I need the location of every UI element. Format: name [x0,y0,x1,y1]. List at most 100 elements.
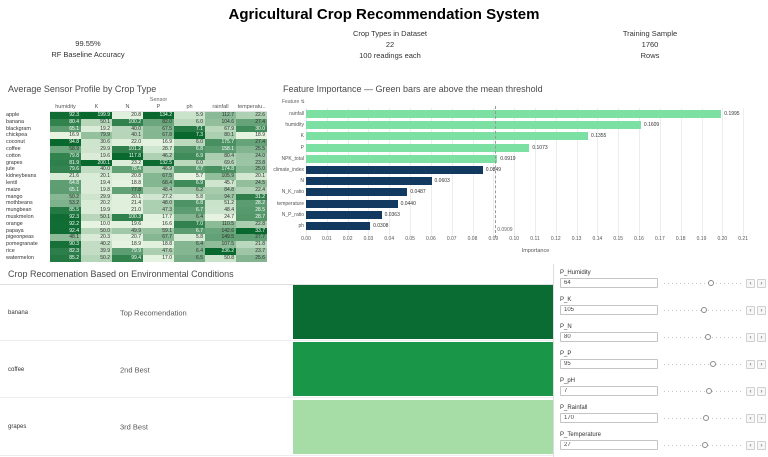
heatmap-cell[interactable]: 48.4 [143,186,174,194]
heatmap-cell[interactable]: 175.7 [205,139,236,146]
heatmap-cell[interactable]: 58.9 [50,145,81,153]
heatmap-cell[interactable]: 18.8 [112,179,143,187]
heatmap-cell[interactable]: 132.5 [143,159,174,167]
heatmap-cell[interactable]: 82.3 [50,247,81,255]
heatmap-cell[interactable]: 20.1 [81,173,112,180]
stepper-decrease-button[interactable]: ‹ [746,306,755,315]
heatmap-cell[interactable]: 49.9 [112,227,143,235]
heatmap-cell[interactable]: 5.7 [174,173,205,180]
heatmap-cell[interactable]: 17.7 [143,213,174,221]
heatmap-cell[interactable]: 67.7 [143,234,174,242]
heatmap-cell[interactable]: 64.8 [50,179,81,187]
heatmap-cell[interactable]: 19.2 [81,125,112,133]
heatmap-cell[interactable]: 90.3 [50,241,81,248]
heatmap-cell[interactable]: 6.7 [174,227,205,235]
stepper-decrease-button[interactable]: ‹ [746,360,755,369]
heatmap-cell[interactable]: 67.9 [205,125,236,133]
heatmap-cell[interactable]: 6.4 [174,213,205,221]
heatmap-cell[interactable]: 27.7 [236,234,267,242]
stepper-increase-button[interactable]: › [757,279,766,288]
heatmap-cell[interactable]: 100.3 [112,213,143,221]
heatmap-cell[interactable]: 84.8 [205,186,236,194]
slider-knob[interactable] [705,334,712,340]
heatmap-cell[interactable]: 27.4 [236,139,267,146]
feature-bar-K[interactable] [306,132,589,141]
heatmap-cell[interactable]: 80.1 [205,132,236,140]
heatmap-cell[interactable]: 77.8 [112,186,143,194]
heatmap-cell[interactable]: 67.5 [143,125,174,133]
heatmap-cell[interactable]: 6.8 [174,200,205,208]
heatmap-cell[interactable]: 50.1 [81,213,112,221]
heatmap-cell[interactable]: 25.0 [236,166,267,174]
heatmap-cell[interactable]: 7.3 [174,132,205,140]
heatmap-cell[interactable]: 81.9 [50,159,81,167]
heatmap-cell[interactable]: 16.9 [50,132,81,140]
slider-knob[interactable] [703,415,710,421]
heatmap-cell[interactable]: 27.2 [143,193,174,201]
heatmap-cell[interactable]: 50.0 [81,227,112,235]
stepper-increase-button[interactable]: › [757,441,766,450]
heatmap-cell[interactable]: 65.1 [50,186,81,194]
stepper-decrease-button[interactable]: ‹ [746,333,755,342]
heatmap-cell[interactable]: 6.9 [174,179,205,187]
feature-sort-control[interactable]: Feature ⇅ [282,99,305,105]
heatmap-cell[interactable]: 6.7 [174,207,205,214]
heatmap-cell[interactable]: 79.9 [81,132,112,140]
heatmap-cell[interactable]: 20.8 [112,173,143,180]
feature-bar-N_P_ratio[interactable] [306,210,382,219]
heatmap-cell[interactable]: 7.0 [174,220,205,228]
heatmap-cell[interactable]: 40.1 [112,132,143,140]
stepper-decrease-button[interactable]: ‹ [746,387,755,396]
feature-bar-rainfall[interactable] [306,110,722,118]
heatmap-cell[interactable]: 6.8 [174,145,205,153]
heatmap-cell[interactable]: 80.4 [50,118,81,126]
stepper-increase-button[interactable]: › [757,360,766,369]
parameter-slider[interactable] [664,442,742,448]
parameter-value-input[interactable] [560,413,658,423]
heatmap-cell[interactable]: 105.9 [205,173,236,180]
heatmap-cell[interactable]: 19.6 [112,220,143,228]
heatmap-cell[interactable]: 20.1 [236,173,267,180]
parameter-value-input[interactable] [560,278,658,288]
heatmap-cell[interactable]: 134.2 [143,112,174,119]
heatmap-cell[interactable]: 24.0 [236,152,267,160]
heatmap-cell[interactable]: 47.6 [143,247,174,255]
feature-bar-N_K_ratio[interactable] [306,188,408,197]
heatmap-cell[interactable]: 5.9 [174,112,205,119]
stepper-decrease-button[interactable]: ‹ [746,441,755,450]
heatmap-cell[interactable]: 67.5 [143,173,174,180]
stepper-increase-button[interactable]: › [757,387,766,396]
heatmap-cell[interactable]: 24.5 [236,179,267,187]
heatmap-cell[interactable]: 67.8 [143,132,174,140]
heatmap-cell[interactable]: 21.6 [50,173,81,180]
stepper-increase-button[interactable]: › [757,306,766,315]
heatmap-cell[interactable]: 18.9 [112,241,143,248]
heatmap-cell[interactable]: 6.5 [174,254,205,262]
slider-knob[interactable] [707,280,714,286]
heatmap-cell[interactable]: 27.4 [236,118,267,126]
heatmap-cell[interactable]: 30.0 [236,125,267,133]
heatmap-cell[interactable]: 17.0 [143,254,174,262]
heatmap-cell[interactable]: 92.3 [50,112,81,119]
heatmap-cell[interactable]: 149.5 [205,234,236,242]
heatmap-cell[interactable]: 24.7 [205,213,236,221]
heatmap-cell[interactable]: 48.1 [50,234,81,242]
heatmap-cell[interactable]: 6.0 [174,139,205,146]
heatmap-cell[interactable]: 78.4 [112,166,143,174]
heatmap-cell[interactable]: 28.2 [236,200,267,208]
heatmap-cell[interactable]: 31.2 [236,193,267,201]
heatmap-cell[interactable]: 6.7 [174,166,205,174]
heatmap-cell[interactable]: 199.9 [81,112,112,119]
heatmap-cell[interactable]: 19.6 [81,152,112,160]
heatmap-cell[interactable]: 7.1 [174,125,205,133]
heatmap-cell[interactable]: 19.9 [81,207,112,214]
heatmap-cell[interactable]: 19.4 [81,179,112,187]
parameter-value-input[interactable] [560,386,658,396]
heatmap-cell[interactable]: 20.1 [112,193,143,201]
heatmap-cell[interactable]: 22.6 [236,112,267,119]
heatmap-cell[interactable]: 107.5 [205,241,236,248]
feature-bar-NPK_total[interactable] [306,154,498,163]
parameter-value-input[interactable] [560,359,658,369]
heatmap-cell[interactable]: 100.2 [112,118,143,126]
feature-bar-climate_index[interactable] [306,166,483,174]
